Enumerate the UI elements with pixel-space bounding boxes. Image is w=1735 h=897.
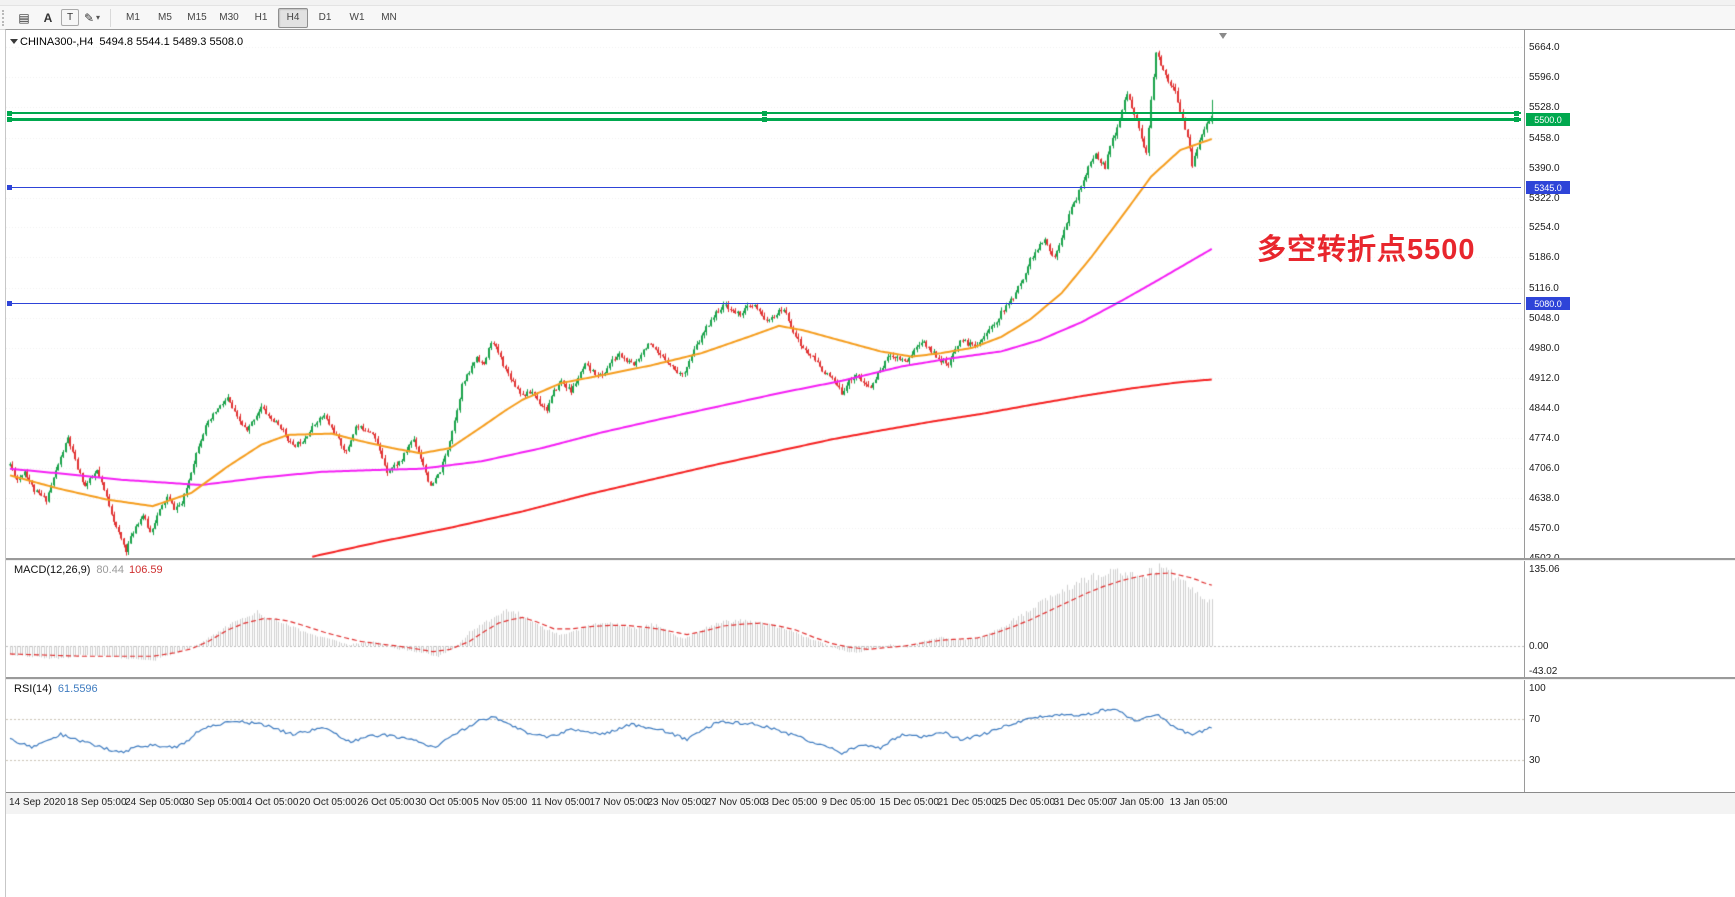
time-tick-label: 17 Nov 05:00 — [589, 797, 649, 808]
price-level-chip: 5080.0 — [1526, 297, 1570, 310]
toolbar-grip[interactable] — [2, 9, 9, 26]
time-tick-label: 31 Dec 05:00 — [1053, 797, 1114, 808]
price-tick-label: 5596.0 — [1529, 72, 1560, 84]
annotation-text[interactable]: 多空转折点5500 — [1257, 234, 1476, 266]
time-tick-label: 26 Oct 05:00 — [357, 797, 415, 808]
pane-separator-macd[interactable] — [6, 558, 1735, 561]
chart-area[interactable]: CHINA300-,H4 5494.8 5544.1 5489.3 5508.0 … — [5, 29, 1735, 897]
macd-signal-value: 106.59 — [128, 564, 163, 576]
time-tick-label: 13 Jan 05:00 — [1169, 797, 1228, 808]
time-tick-label: 11 Nov 05:00 — [531, 797, 591, 808]
time-tick-label: 25 Dec 05:00 — [995, 797, 1056, 808]
price-tick-label: 5458.0 — [1529, 132, 1560, 144]
hline-5080[interactable] — [9, 303, 1521, 304]
price-level-chip: 5345.0 — [1526, 181, 1570, 194]
time-tick-label: 23 Nov 05:00 — [647, 797, 707, 808]
time-tick-label: 5 Nov 05:00 — [473, 797, 528, 808]
one-click-trading-toggle[interactable] — [10, 39, 18, 44]
price-tick-label: 5390.0 — [1529, 162, 1560, 174]
pane-separator-rsi[interactable] — [6, 677, 1735, 680]
toolbar: ▤ A T ✎ ▾ M1 M5 M15 M30 H1 H4 D1 W1 MN — [0, 6, 1735, 30]
line-handle[interactable] — [7, 185, 12, 190]
timeframe-button-m15[interactable]: M15 — [187, 12, 207, 23]
chart-title-symbol: CHINA300-,H4 — [20, 36, 94, 48]
line-handle[interactable] — [1514, 117, 1519, 122]
price-tick-label: 4980.0 — [1529, 342, 1560, 354]
price-tick-label: 5528.0 — [1529, 101, 1560, 113]
macd-tick-label: 0.00 — [1529, 640, 1549, 652]
dropdown-caret-icon: ▾ — [96, 13, 101, 22]
price-tick-label: 5186.0 — [1529, 252, 1560, 264]
time-tick-label: 27 Nov 05:00 — [705, 797, 765, 808]
timeframe-button-w1[interactable]: W1 — [349, 12, 365, 23]
time-tick-label: 24 Sep 05:00 — [125, 797, 185, 808]
hline-5345[interactable] — [9, 187, 1521, 188]
price-axis-separator — [1524, 30, 1525, 813]
price-level-chip: 5500.0 — [1526, 113, 1570, 126]
rsi-tick-label: 100 — [1529, 683, 1546, 695]
rsi-name: RSI(14) — [14, 683, 52, 695]
timeframe-button-m1[interactable]: M1 — [126, 12, 140, 23]
timeframe-button-m5[interactable]: M5 — [158, 12, 172, 23]
timeframe-button-mn[interactable]: MN — [381, 12, 397, 23]
price-tick-label: 4844.0 — [1529, 402, 1560, 414]
price-tick-label: 5116.0 — [1529, 283, 1559, 295]
arrows-tool-icon[interactable]: ✎ ▾ — [83, 10, 101, 25]
time-tick-label: 21 Dec 05:00 — [937, 797, 998, 808]
price-tick-label: 5322.0 — [1529, 192, 1560, 204]
line-handle[interactable] — [7, 111, 12, 116]
time-tick-label: 14 Oct 05:00 — [241, 797, 299, 808]
macd-indicator-label: MACD(12,26,9) 80.44 106.59 — [14, 564, 163, 576]
time-tick-label: 15 Dec 05:00 — [879, 797, 939, 808]
line-studies-toolbar: ▤ A T ✎ ▾ — [12, 8, 104, 28]
line-handle[interactable] — [7, 301, 12, 306]
toolbar-separator — [110, 8, 111, 27]
line-handle[interactable] — [762, 117, 767, 122]
chart-title-ohlc: 5494.8 5544.1 5489.3 5508.0 — [99, 36, 244, 48]
macd-name: MACD(12,26,9) — [14, 564, 91, 576]
macd-main-value: 80.44 — [96, 564, 124, 576]
time-tick-label: 14 Sep 2020 — [9, 797, 66, 808]
time-tick-label: 18 Sep 05:00 — [67, 797, 127, 808]
chart-title: CHINA300-,H4 5494.8 5544.1 5489.3 5508.0 — [20, 36, 243, 48]
time-tick-label: 7 Jan 05:00 — [1111, 797, 1164, 808]
timeframes-toolbar: M1 M5 M15 M30 H1 H4 D1 W1 MN — [117, 7, 405, 28]
chart-shift-marker[interactable] — [1219, 33, 1227, 39]
price-tick-label: 5048.0 — [1529, 312, 1560, 324]
menu-bar-remnant — [0, 0, 1735, 6]
price-tick-label: 4570.0 — [1529, 523, 1560, 535]
chart-grid-icon[interactable]: ▤ — [18, 10, 30, 25]
timeframe-button-d1[interactable]: D1 — [318, 12, 332, 23]
price-tick-label: 4638.0 — [1529, 493, 1560, 505]
macd-pane-canvas[interactable] — [6, 561, 1524, 677]
rsi-tick-label: 70 — [1529, 713, 1541, 725]
time-tick-label: 3 Dec 05:00 — [763, 797, 818, 808]
rsi-pane-canvas[interactable] — [6, 680, 1524, 792]
price-tick-label: 4912.0 — [1529, 372, 1560, 384]
text-tool-icon[interactable]: A — [43, 10, 53, 25]
timeframe-button-h4[interactable]: H4 — [278, 7, 308, 28]
rsi-value: 61.5596 — [57, 683, 98, 695]
macd-tick-label: -43.02 — [1529, 665, 1558, 677]
line-handle[interactable] — [1514, 111, 1519, 116]
timeframe-button-h1[interactable]: H1 — [254, 12, 268, 23]
line-handle[interactable] — [762, 111, 767, 116]
timeframe-button-m30[interactable]: M30 — [219, 12, 239, 23]
line-handle[interactable] — [7, 117, 12, 122]
time-tick-label: 30 Oct 05:00 — [415, 797, 473, 808]
time-tick-label: 20 Oct 05:00 — [299, 797, 357, 808]
price-tick-label: 4706.0 — [1529, 463, 1560, 475]
text-label-tool-icon[interactable]: T — [61, 9, 79, 26]
time-tick-label: 9 Dec 05:00 — [821, 797, 876, 808]
price-tick-label: 5664.0 — [1529, 42, 1560, 54]
price-tick-label: 5254.0 — [1529, 222, 1560, 234]
time-axis[interactable]: 14 Sep 2020 18 Sep 05:00 24 Sep 05:00 30 Se… — [6, 792, 1735, 814]
rsi-indicator-label: RSI(14) 61.5596 — [14, 683, 98, 695]
time-tick-label: 30 Sep 05:00 — [183, 797, 243, 808]
macd-tick-label: 135.06 — [1529, 563, 1560, 575]
price-pane-canvas[interactable] — [6, 30, 1524, 558]
price-tick-label: 4774.0 — [1529, 433, 1560, 445]
rsi-tick-label: 30 — [1529, 755, 1541, 767]
